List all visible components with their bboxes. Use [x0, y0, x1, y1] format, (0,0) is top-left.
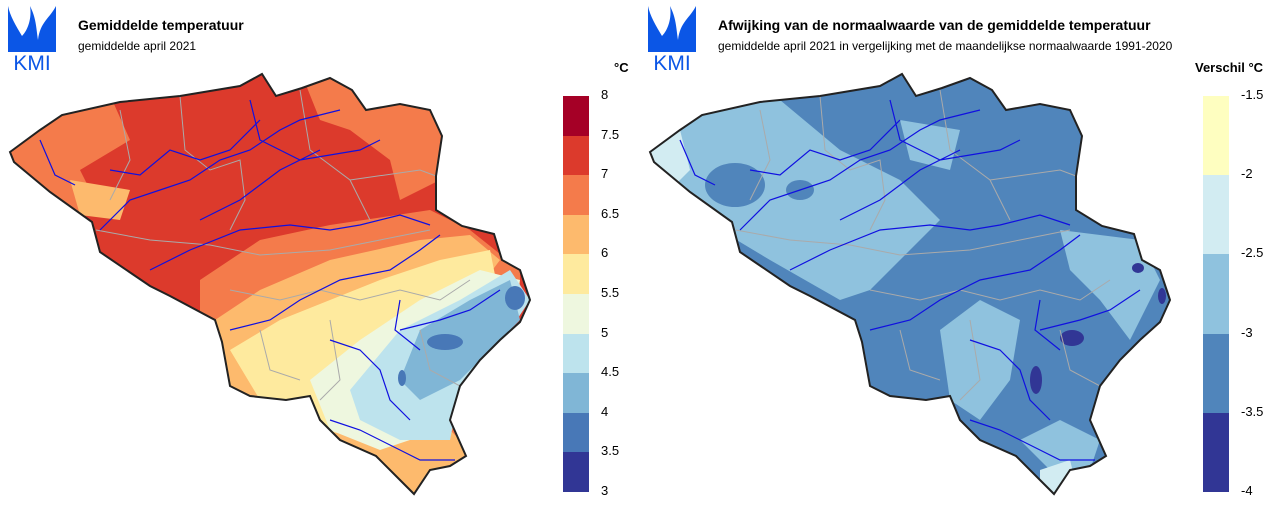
colorbar-tick-label: 5	[601, 324, 609, 340]
legend-unit: °C	[614, 60, 629, 75]
svg-text:KMI: KMI	[653, 52, 690, 72]
temperature-colorbar	[563, 96, 589, 492]
colorbar-tick-label: 7.5	[601, 126, 620, 142]
colorbar-swatch	[1203, 412, 1229, 492]
colorbar-swatch	[563, 96, 589, 136]
colorbar-tick-label: 6.5	[601, 205, 620, 221]
region-minus3-minus2.5	[940, 300, 1020, 420]
colorbar-tick-label: 3.5	[601, 443, 620, 459]
belgium-anomaly-map	[649, 73, 1171, 495]
map-subtitle: gemiddelde april 2021	[78, 39, 197, 53]
colorbar-swatch	[563, 214, 589, 255]
colorbar-tick-label: 4.5	[601, 364, 620, 380]
colorbar-tick-label: 5.5	[601, 285, 620, 300]
colorbar-tick-label: 7	[601, 166, 609, 182]
colorbar-swatch	[563, 135, 589, 176]
colorbar-swatch	[563, 373, 589, 413]
region-minus4-minus3.5	[1158, 288, 1166, 304]
anomaly-panel: KMI Afwijking van de normaalwaarde van d…	[640, 0, 1280, 507]
map-subtitle: gemiddelde april 2021 in vergelijking me…	[718, 39, 1173, 53]
colorbar-swatch	[563, 175, 589, 215]
map-title: Gemiddelde temperatuur	[78, 17, 244, 33]
region-minus3-minus2.5	[1020, 420, 1100, 480]
region-minus3.5-minus3	[705, 163, 765, 207]
colorbar-tick-label: 6	[601, 245, 609, 261]
svg-text:KMI: KMI	[13, 52, 50, 72]
colorbar-swatch	[1203, 333, 1229, 413]
region-minus4-minus3.5	[1132, 263, 1144, 273]
region-minus4-minus3.5	[1060, 330, 1084, 346]
region-minus3-minus2.5	[1060, 230, 1160, 340]
colorbar-swatch	[563, 412, 589, 453]
colorbar-tick-label: -3.5	[1241, 403, 1264, 419]
colorbar-swatch	[1203, 175, 1229, 255]
region-minus3.5-minus3	[650, 74, 1170, 494]
legend-unit: Verschil °C	[1195, 60, 1264, 75]
region-minus4-minus3.5	[1030, 366, 1042, 394]
colorbar-tick-label: -2	[1241, 166, 1253, 182]
colorbar-tick-label: -4	[1241, 483, 1253, 498]
region-3.5-4	[505, 286, 525, 310]
colorbar-swatch	[563, 333, 589, 374]
belgium-temperature-map	[9, 73, 531, 495]
kmi-logo: KMI	[648, 6, 696, 72]
colorbar-swatch	[1203, 96, 1229, 176]
colorbar-tick-label: -1.5	[1241, 87, 1264, 102]
colorbar-tick-label: 3	[601, 483, 609, 498]
colorbar-tick-label: 4	[601, 403, 609, 419]
kmi-logo: KMI	[8, 6, 56, 72]
temperature-panel: KMI Gemiddelde temperatuur gemiddelde ap…	[8, 6, 629, 498]
colorbar-tick-label: -3	[1241, 324, 1253, 340]
colorbar-swatch	[563, 254, 589, 294]
colorbar-swatch	[563, 452, 589, 492]
colorbar-swatch	[563, 293, 589, 334]
map-title: Afwijking van de normaalwaarde van de ge…	[718, 17, 1151, 33]
anomaly-colorbar	[1203, 96, 1229, 492]
region-3.5-4	[427, 334, 463, 350]
colorbar-tick-label: -2.5	[1241, 245, 1264, 261]
region-3.5-4	[398, 370, 406, 386]
region-minus3-minus2.5	[650, 100, 940, 300]
colorbar-swatch	[1203, 254, 1229, 334]
colorbar-tick-label: 8	[601, 87, 609, 102]
